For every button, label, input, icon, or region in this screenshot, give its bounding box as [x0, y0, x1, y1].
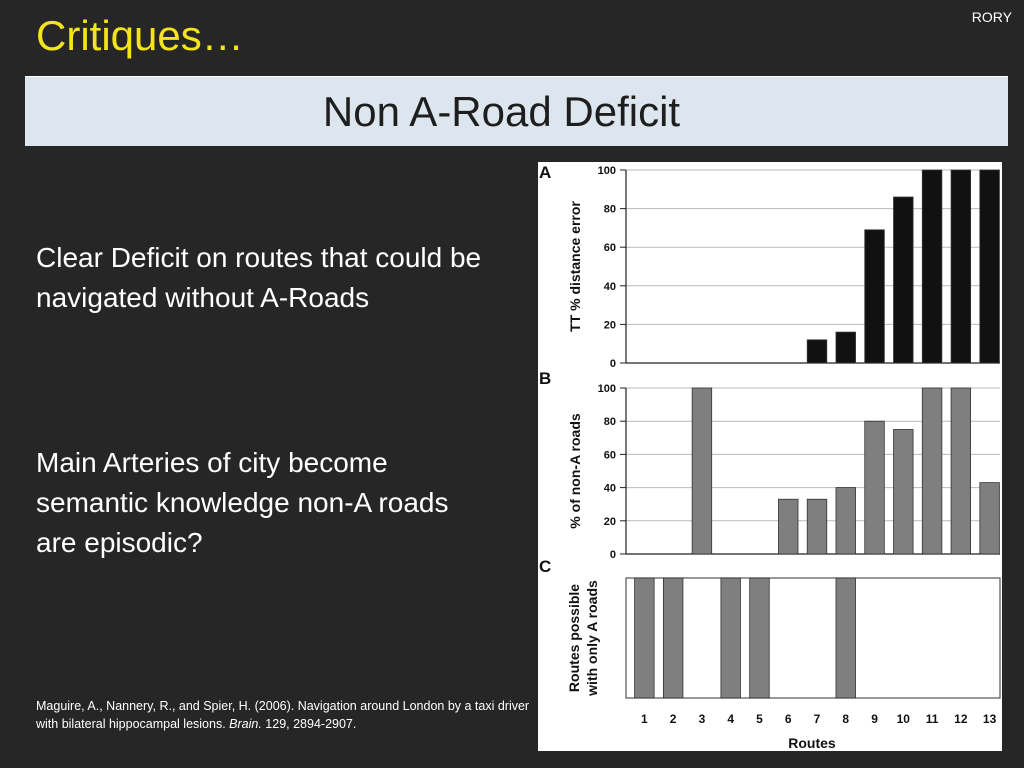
citation-details: 129, 2894-2907.	[261, 717, 357, 731]
y-tick-label-b-1: 20	[604, 516, 616, 528]
y-tick-label-a-5: 100	[598, 165, 616, 177]
bar-b-route-12	[950, 387, 972, 555]
y-axis-label-c-line-2: with only A roads	[584, 580, 600, 697]
citation-journal: Brain.	[229, 717, 262, 731]
panel-label-b: B	[539, 369, 551, 388]
author-label: RORY	[971, 9, 1012, 25]
y-tick-label-b-5: 100	[598, 383, 616, 395]
x-tick-label-route-5: 5	[756, 712, 763, 726]
x-tick-label-route-13: 13	[983, 712, 997, 726]
bar-a-route-8	[835, 331, 856, 364]
y-tick-label-b-3: 60	[604, 449, 616, 461]
bar-b-route-7	[806, 498, 828, 555]
y-tick-label-b-4: 80	[604, 416, 616, 428]
y-tick-label-a-3: 60	[604, 242, 616, 254]
x-tick-label-route-10: 10	[897, 712, 911, 726]
citation: Maguire, A., Nannery, R., and Spier, H. …	[36, 697, 536, 733]
bar-a-route-12	[950, 169, 972, 364]
x-tick-label-route-3: 3	[699, 712, 706, 726]
bar-chart-figure: A 0 20 40 60 80 100 TT % distance error B 0 20 40 60…	[539, 163, 1001, 751]
bar-a-route-9	[864, 229, 885, 364]
bar-c-route-5	[749, 577, 770, 699]
y-tick-label-a-4: 80	[604, 204, 616, 216]
bullet-point-1: Clear Deficit on routes that could be na…	[36, 242, 482, 313]
x-tick-label-route-4: 4	[727, 712, 734, 726]
slide-subtitle: Non A-Road Deficit	[322, 87, 681, 135]
x-tick-label-route-1: 1	[641, 712, 648, 726]
y-axis-label-b: % of non-A roads	[567, 413, 583, 529]
bar-b-route-6	[778, 498, 799, 555]
bar-b-route-11	[921, 387, 943, 555]
figure-panel: A 0 20 40 60 80 100 TT % distance error B 0 20 40 60…	[538, 162, 1002, 751]
bar-b-route-9	[864, 420, 885, 555]
bar-a-route-11	[921, 169, 943, 364]
y-tick-label-a-2: 40	[604, 281, 616, 293]
bar-b-route-3	[691, 387, 713, 555]
plot-frame-c	[625, 577, 1001, 699]
y-axis-label-a: TT % distance error	[567, 201, 583, 332]
bar-c-route-1	[634, 577, 655, 699]
x-tick-label-route-12: 12	[954, 712, 968, 726]
x-axis-label: Routes	[788, 735, 836, 751]
x-tick-label-route-11: 11	[926, 712, 939, 726]
x-tick-label-route-6: 6	[785, 712, 792, 726]
panel-label-a: A	[539, 163, 551, 182]
bar-b-route-10	[893, 429, 914, 555]
subtitle-banner: Non A-Road Deficit	[25, 76, 1008, 146]
x-tick-label-route-9: 9	[871, 712, 878, 726]
bar-b-route-13	[979, 482, 1000, 555]
y-tick-label-b-2: 40	[604, 483, 616, 495]
x-tick-label-route-2: 2	[670, 712, 677, 726]
bar-c-route-8	[835, 577, 856, 699]
citation-authors: Maguire, A., Nannery, R., and Spier, H. …	[36, 699, 530, 731]
bar-a-route-13	[979, 169, 1000, 364]
bar-a-route-10	[893, 196, 914, 364]
bar-a-route-7	[806, 339, 828, 364]
y-tick-label-a-0: 0	[610, 358, 616, 370]
bullet-point-2: Main Arteries of city become semantic kn…	[36, 447, 449, 558]
bar-c-route-4	[720, 577, 741, 699]
y-axis-label-c-line-1: Routes possible	[566, 584, 582, 692]
panel-label-c: C	[539, 557, 551, 576]
y-tick-label-b-0: 0	[610, 549, 616, 561]
x-tick-label-route-8: 8	[842, 712, 849, 726]
bar-b-route-8	[835, 487, 856, 555]
slide-title: Critiques…	[36, 12, 244, 59]
y-tick-label-a-1: 20	[604, 319, 616, 331]
x-tick-label-route-7: 7	[814, 712, 821, 726]
bar-c-route-2	[662, 577, 684, 699]
